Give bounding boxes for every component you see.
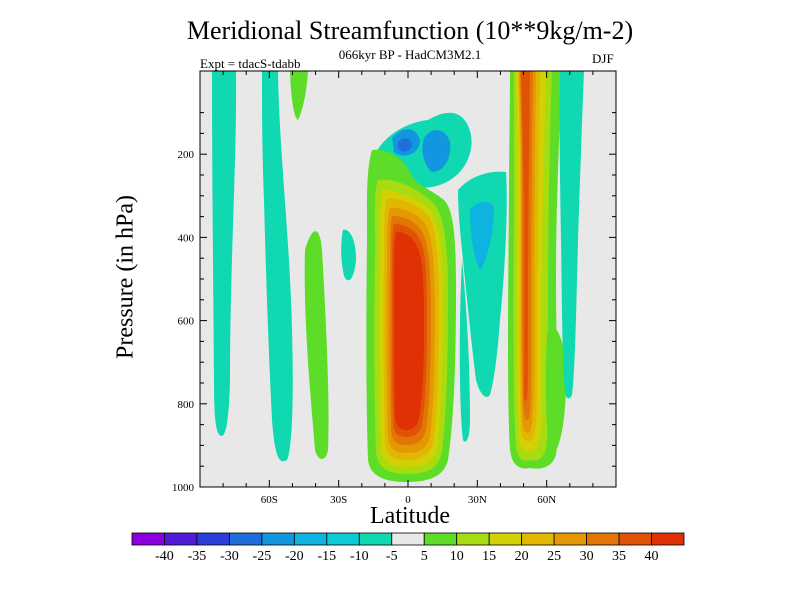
colorbar-label: 30 bbox=[580, 549, 594, 564]
season-label: DJF bbox=[592, 51, 614, 66]
colorbar-label: -35 bbox=[188, 549, 207, 564]
colorbar-label: -25 bbox=[253, 549, 272, 564]
colorbar-swatch bbox=[488, 532, 523, 546]
colorbar-swatch bbox=[391, 532, 425, 546]
colorbar-swatch bbox=[261, 532, 295, 546]
chart-title: Meridional Streamfunction (10**9kg/m-2) bbox=[186, 16, 634, 45]
contour-northern-negative bbox=[458, 171, 507, 442]
contour-tropical-positive-cell bbox=[366, 149, 456, 483]
contour-northern-positive-band bbox=[508, 71, 566, 469]
colorbar-swatch bbox=[456, 532, 490, 546]
colorbar-swatch bbox=[423, 532, 458, 546]
colorbar-label: 35 bbox=[612, 549, 626, 564]
contour-southern-weak-positive bbox=[290, 71, 329, 459]
colorbar-label: -15 bbox=[317, 549, 336, 564]
colorbar-label: 25 bbox=[547, 549, 561, 564]
x-tick-label: 0 bbox=[405, 494, 411, 506]
colorbar-swatch bbox=[164, 532, 198, 546]
colorbar-swatch bbox=[651, 532, 685, 546]
colorbar-swatch bbox=[586, 532, 620, 546]
x-axis-label: Latitude bbox=[370, 503, 450, 529]
colorbar-swatch bbox=[618, 532, 652, 546]
colorbar-swatch bbox=[326, 532, 360, 546]
plot-area bbox=[199, 70, 617, 488]
x-axis: 60S 30S 0 30N 60N bbox=[199, 71, 617, 506]
colorbar-label: 5 bbox=[421, 549, 428, 564]
y-tick-label: 600 bbox=[178, 316, 195, 328]
colorbar: -40 -35 -30 -25 -20 -15 -10 -5 5 10 15 20 25 30 35 40 bbox=[131, 532, 685, 564]
colorbar-swatch bbox=[358, 532, 393, 546]
colorbar-label: 20 bbox=[515, 549, 529, 564]
colorbar-swatch bbox=[293, 532, 328, 546]
colorbar-label: -5 bbox=[386, 549, 398, 564]
y-tick-label: 200 bbox=[178, 149, 195, 161]
colorbar-swatch bbox=[196, 532, 230, 546]
chart-subtitle: 066kyr BP - HadCM3M2.1 bbox=[338, 47, 482, 62]
experiment-label: Expt = tdacS-tdabb bbox=[200, 56, 301, 71]
colorbar-swatch bbox=[553, 532, 587, 546]
contour-northern-high-lat-negative bbox=[559, 71, 584, 399]
colorbar-label: -20 bbox=[285, 549, 304, 564]
y-axis: 200 400 600 800 1000 bbox=[172, 112, 616, 494]
x-tick-label: 30N bbox=[468, 494, 487, 506]
colorbar-swatch bbox=[521, 532, 555, 546]
colorbar-label: 40 bbox=[645, 549, 659, 564]
colorbar-label: -30 bbox=[220, 549, 239, 564]
contour-southern-high-lat-negative bbox=[212, 71, 237, 436]
colorbar-swatch bbox=[131, 532, 165, 546]
colorbar-label: -10 bbox=[350, 549, 369, 564]
y-tick-label: 800 bbox=[178, 399, 195, 411]
x-tick-label: 30S bbox=[330, 494, 347, 506]
contour-small-negative-patch bbox=[341, 229, 356, 281]
x-tick-label: 60S bbox=[261, 494, 278, 506]
x-tick-label: 60N bbox=[537, 494, 556, 506]
colorbar-label: -40 bbox=[155, 549, 174, 564]
y-tick-label: 1000 bbox=[172, 482, 195, 494]
colorbar-label: 10 bbox=[450, 549, 464, 564]
contour-southern-midlat-negative bbox=[262, 71, 293, 462]
y-tick-label: 400 bbox=[178, 232, 195, 244]
colorbar-swatch bbox=[229, 532, 263, 546]
colorbar-label: 15 bbox=[482, 549, 496, 564]
